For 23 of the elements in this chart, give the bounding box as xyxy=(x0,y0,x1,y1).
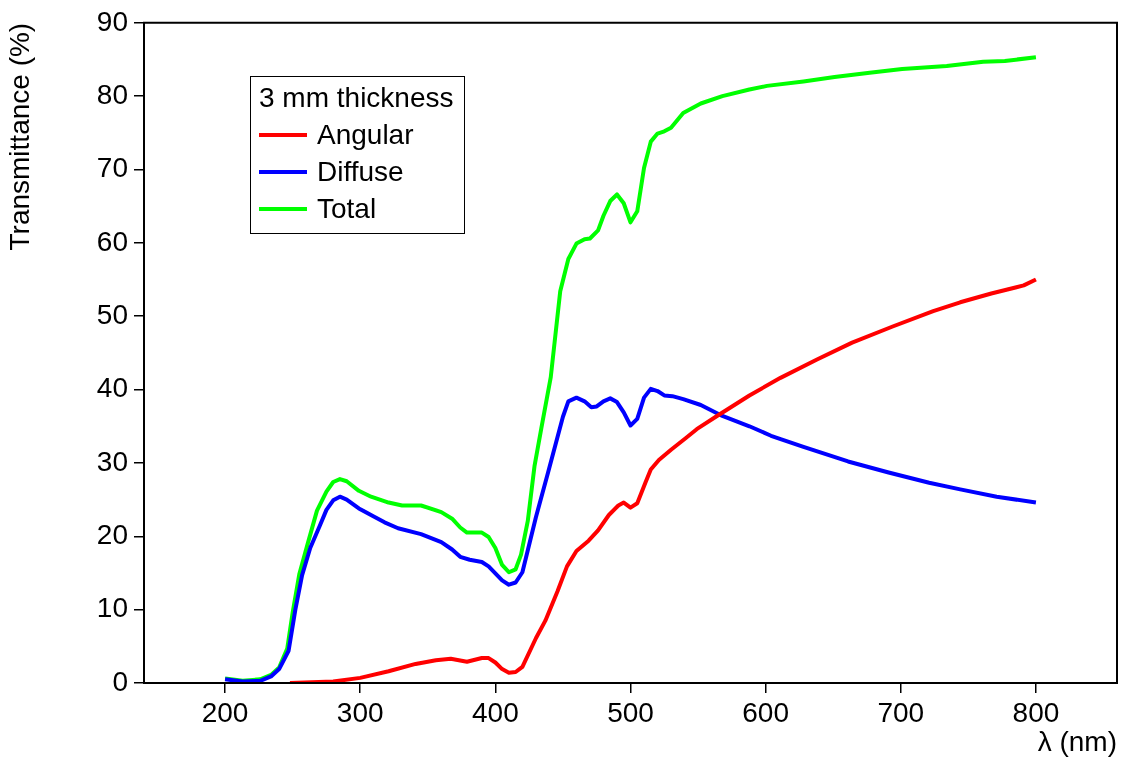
x-tick-label: 600 xyxy=(742,696,789,728)
y-axis-title: Transmittance (%) xyxy=(3,22,35,251)
legend-title: 3 mm thickness xyxy=(259,81,454,115)
x-tick-label: 200 xyxy=(201,696,249,728)
y-tick-label: 10 xyxy=(96,592,128,624)
y-tick-label: 20 xyxy=(96,519,128,551)
x-tick-label: 300 xyxy=(336,696,384,728)
legend-label: Angular xyxy=(317,118,414,152)
y-tick-label: 90 xyxy=(96,5,128,37)
legend-label: Diffuse xyxy=(317,155,404,189)
y-tick-label: 0 xyxy=(112,665,128,697)
x-tick-label: 400 xyxy=(472,696,519,728)
y-tick-label: 70 xyxy=(96,152,128,184)
y-tick-label: 80 xyxy=(96,78,128,110)
legend-label: Total xyxy=(317,192,377,226)
x-tick-label: 800 xyxy=(1012,696,1060,728)
x-tick-label: 500 xyxy=(607,696,654,728)
x-axis-title: λ (nm) xyxy=(1037,725,1117,757)
y-tick-label: 40 xyxy=(96,372,128,404)
y-tick-label: 50 xyxy=(96,298,128,330)
y-tick-label: 60 xyxy=(96,225,128,257)
y-tick-label: 30 xyxy=(96,445,128,477)
x-tick-label: 700 xyxy=(877,696,925,728)
